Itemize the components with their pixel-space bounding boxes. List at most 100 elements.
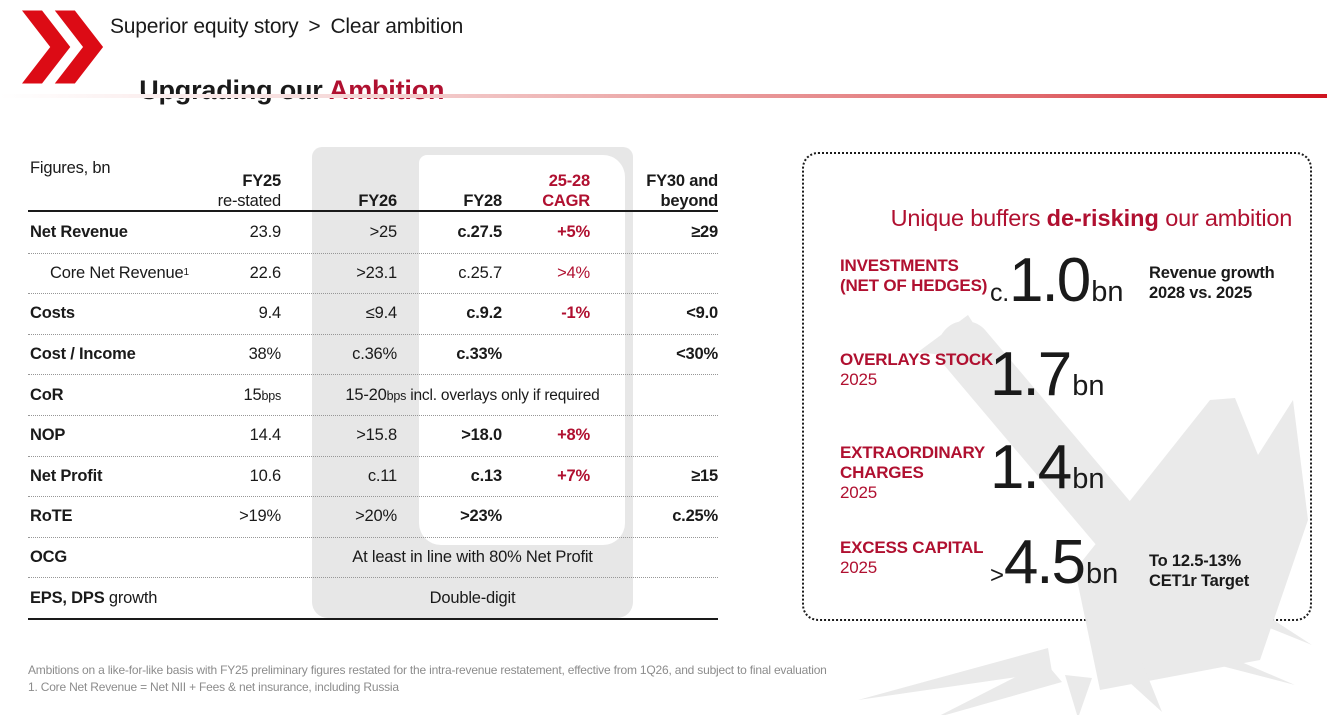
cell-fy28: c.25.7 [458,263,502,282]
cell-cagr: +8% [557,426,590,445]
cell-cagr: +7% [557,466,590,485]
gradient-divider [0,94,1327,98]
cell-span-eps: Double-digit [429,588,516,607]
row-label: Core Net Revenue 1 [50,263,189,282]
buffer-item-overlays: OVERLAYS STOCK 2025 1.7 bn [802,344,1312,436]
buffer-value: >4.5 bn [990,528,1119,597]
double-chevron-right-icon [22,10,104,84]
breadcrumb-right: Clear ambition [330,15,464,38]
row-label: EPS, DPS growth [30,588,158,607]
cell-fy28: c.27.5 [457,222,502,241]
cell-fy26: ≤9.4 [365,304,397,323]
cell-fy26: c.11 [367,466,397,485]
cell-fy28: c.13 [470,466,503,485]
buffer-note: Revenue growth 2028 vs. 2025 [1149,264,1275,302]
table-header-row: Figures, bn FY25 re-stated FY26 FY28 25-2… [28,147,718,212]
cell-fy25: 38% [248,345,282,364]
row-label: Net Profit [30,466,103,485]
table-row-cor: CoR 15bps 15-20bps incl. overlays only i… [28,374,718,415]
buffer-label: EXTRAORDINARY CHARGES 2025 [840,443,986,503]
cell-fy30 [590,254,718,294]
table-row-net-revenue: Net Revenue 23.9 >25 c.27.5 +5% ≥29 [28,212,718,253]
cell-fy25: 9.4 [258,304,282,323]
row-label: Net Revenue [30,222,128,241]
footnotes: Ambitions on a like-for-like basis with … [28,662,827,696]
table-body: Net Revenue 23.9 >25 c.27.5 +5% ≥29 Core… [28,212,718,618]
page-title: Upgrading our Ambition [110,44,444,137]
cell-cagr: >4% [557,263,590,282]
table-bottom-divider [28,618,718,620]
cell-fy30 [590,416,718,456]
cell-cagr [502,497,590,537]
column-header-fy30: FY30 and beyond [646,171,718,211]
cell-fy25: 10.6 [249,466,282,485]
cell-fy25: 22.6 [249,263,282,282]
row-label: NOP [30,426,66,445]
buffer-item-excess-capital: EXCESS CAPITAL 2025 >4.5 bn To 12.5-13% C… [802,532,1312,624]
table-row-net-profit: Net Profit 10.6 c.11 c.13 +7% ≥15 [28,455,718,497]
ambition-table: Figures, bn FY25 re-stated FY26 FY28 25-2… [28,147,718,620]
cell-fy25: 23.9 [249,222,282,241]
column-header-figures: Figures, bn [30,159,111,177]
row-label: Costs [30,304,75,323]
cell-fy26: >15.8 [356,426,397,445]
footnote-line: Ambitions on a like-for-like basis with … [28,663,827,677]
buffer-item-investments: INVESTMENTS (NET OF HEDGES) c. 1.0 bn Reve… [802,250,1312,342]
cell-fy25: >19% [239,507,281,526]
table-row-ocg: OCG At least in line with 80% Net Profit [28,536,718,578]
buffer-note: To 12.5-13% CET1r Target [1149,552,1249,590]
column-header-fy26: FY26 [358,192,397,211]
highlight-inner-panel [419,155,625,545]
row-label: OCG [30,548,67,567]
cell-fy30: ≥15 [691,466,718,485]
cell-span-ocg: At least in line with 80% Net Profit [352,548,593,567]
cell-fy26: >23.1 [356,263,397,282]
row-label: RoTE [30,507,73,526]
buffers-panel: Unique buffers de-risking our ambition I… [802,152,1312,715]
cell-fy30: <9.0 [686,304,718,323]
buffers-title: Unique buffers de-risking our ambition [890,205,1293,231]
cell-fy28: >23% [460,507,502,526]
cell-cagr: +5% [557,222,590,241]
cell-span-cor: 15-20bps incl. overlays only if required [345,385,600,404]
buffer-value: 1.4 bn [990,433,1105,502]
dotted-border [802,152,1312,621]
table-header-divider [28,210,718,212]
row-label: Cost / Income [30,345,136,364]
row-label: CoR [30,385,64,404]
cell-fy30: <30% [676,345,718,364]
cell-fy26: c.36% [352,345,397,364]
page-title-black: Upgrading our [139,75,329,105]
buffer-value: 1.7 bn [990,340,1105,409]
footnote-line: 1. Core Net Revenue = Net NII + Fees & n… [28,679,399,694]
cell-fy30: ≥29 [691,222,718,241]
column-header-fy28: FY28 [463,192,502,211]
cell-fy26: >20% [355,507,397,526]
column-header-cagr: 25-28 CAGR [542,171,590,211]
table-row-nop: NOP 14.4 >15.8 >18.0 +8% [28,414,718,456]
stake-driven-into-ground-icon [858,315,1312,715]
breadcrumb-separator: > [308,15,321,38]
cell-cagr [502,335,590,375]
column-header-fy25: FY25 re-stated [217,171,282,211]
buffer-item-extraordinary: EXTRAORDINARY CHARGES 2025 1.4 bn [802,437,1312,529]
table-row-costs: Costs 9.4 ≤9.4 c.9.2 -1% <9.0 [28,293,718,334]
buffer-label: EXCESS CAPITAL 2025 [840,538,984,578]
cell-fy28: >18.0 [461,426,502,445]
cell-fy28: c.9.2 [466,304,502,323]
page-title-red: Ambition [328,75,445,105]
cell-cagr: -1% [561,304,590,323]
cell-fy26: >25 [369,222,398,241]
table-row-eps-dps: EPS, DPS growth Double-digit [28,577,718,618]
cell-fy25: 15bps [243,385,281,404]
buffers-content: Unique buffers de-risking our ambition I… [802,152,1312,621]
buffer-value: c. 1.0 bn [990,246,1124,315]
table-row-rote: RoTE >19% >20% >23% c.25% [28,496,718,537]
breadcrumb-left: Superior equity story [110,15,299,38]
breadcrumb: Superior equity story > Clear ambition [110,15,463,39]
cell-fy25: 14.4 [249,426,282,445]
cell-fy28: c.33% [456,345,502,364]
table-row-cost-income: Cost / Income 38% c.36% c.33% <30% [28,333,718,375]
table-row-core-net-revenue: Core Net Revenue 1 22.6 >23.1 c.25.7 >4% [28,252,718,294]
